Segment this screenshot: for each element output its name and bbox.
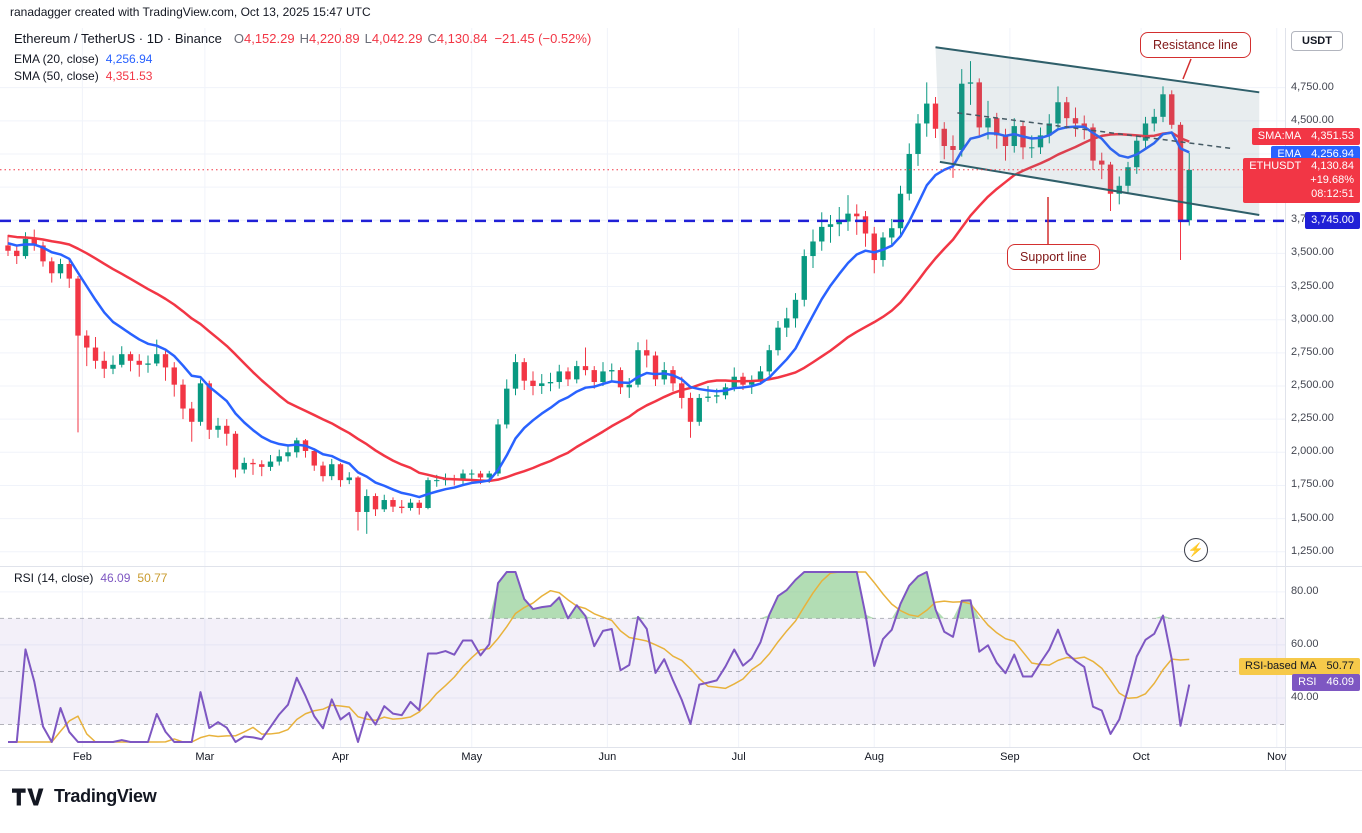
chart-canvas[interactable] <box>0 0 1362 772</box>
tradingview-logo-mark <box>12 788 44 805</box>
logo-wordmark: TradingView <box>54 786 157 806</box>
attribution-text: ranadagger created with TradingView.com,… <box>10 5 371 19</box>
tradingview-logo[interactable]: TradingView <box>12 786 157 807</box>
